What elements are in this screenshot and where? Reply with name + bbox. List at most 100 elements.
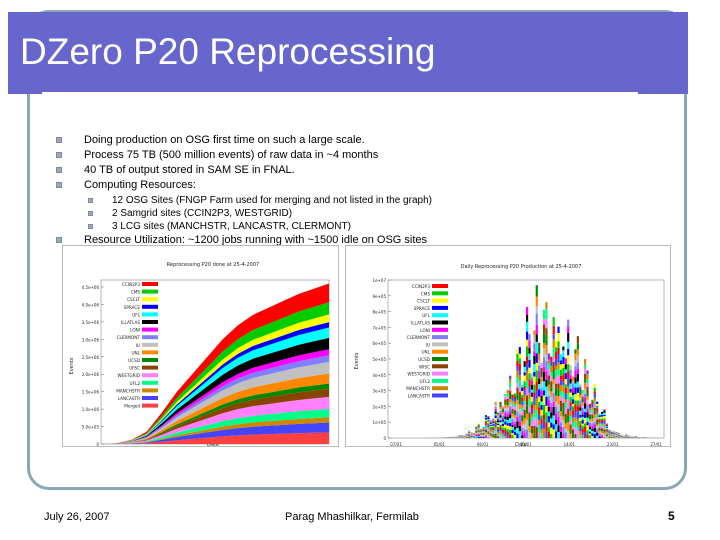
bar-segment	[579, 417, 582, 421]
bar-segment	[542, 371, 546, 382]
bar-segment	[600, 419, 604, 422]
bar-segment	[552, 361, 555, 371]
bar-segment	[571, 381, 575, 384]
bar-segment	[489, 435, 492, 437]
bar-segment	[593, 391, 596, 394]
bar-segment	[598, 432, 601, 434]
bar-segment	[535, 370, 538, 382]
bar-segment	[603, 412, 606, 415]
area-series-loni	[101, 349, 329, 444]
bar-segment	[528, 406, 531, 413]
bar-segment	[559, 385, 563, 392]
bar-segment	[588, 406, 592, 409]
bar-segment	[586, 421, 589, 426]
bar-segment	[581, 414, 584, 417]
bar-segment	[605, 431, 608, 433]
y-axis-label: Events	[69, 357, 75, 374]
bar-segment	[523, 409, 526, 416]
legend-label: MANCHSTR	[406, 386, 430, 391]
bar-segment	[477, 434, 480, 436]
bar-segment	[598, 426, 601, 428]
bar-segment	[584, 412, 587, 418]
bar-segment	[482, 435, 485, 436]
bar-segment	[574, 383, 577, 388]
bar-segment	[569, 378, 572, 384]
bar-segment	[482, 437, 485, 438]
bar-segment	[600, 418, 604, 420]
bar-segment	[533, 417, 536, 426]
bullet-icon	[56, 137, 62, 143]
slide-title: DZero P20 Reprocessing	[20, 31, 436, 72]
bar-segment	[530, 428, 534, 434]
bar-segment	[571, 406, 575, 411]
bar-segment	[533, 355, 536, 364]
bar-segment	[550, 406, 553, 413]
bar-segment	[506, 411, 509, 415]
bar-segment	[538, 407, 541, 415]
y-tick-label: 1e+07	[373, 278, 387, 283]
bar-segment	[596, 401, 599, 404]
bar-segment	[559, 422, 563, 427]
bar-segment	[521, 421, 524, 426]
bar-segment	[496, 429, 500, 432]
bar-segment	[492, 430, 495, 432]
bar-segment	[528, 334, 531, 341]
legend-swatch	[432, 305, 448, 310]
bar-segment	[482, 433, 485, 434]
legend-label: CCIN2P3	[412, 284, 430, 289]
bar-segment	[605, 436, 608, 438]
bar-segment	[545, 360, 548, 372]
bar-segment	[581, 402, 584, 406]
bar-segment	[584, 408, 587, 413]
bar-segment	[596, 431, 599, 433]
bar-segment	[513, 434, 517, 438]
bar-segment	[557, 389, 560, 397]
area-series-ufsc	[101, 388, 329, 444]
legend-label: IU	[426, 342, 430, 347]
bar-segment	[496, 434, 500, 437]
bar-segment	[480, 429, 483, 431]
bar-segment	[567, 364, 570, 372]
bar-segment	[593, 397, 596, 402]
legend-label: Merged	[124, 404, 140, 409]
bar-segment	[521, 397, 524, 402]
bar-segment	[579, 424, 582, 428]
bar-segment	[540, 415, 543, 420]
bar-segment	[518, 421, 521, 426]
bar-segment	[586, 383, 589, 387]
bar-segment	[603, 409, 606, 411]
x-tick-label: 23/01	[607, 442, 619, 447]
bar-segment	[487, 421, 490, 424]
bar-segment	[586, 386, 589, 393]
bar-segment	[521, 384, 524, 388]
bar-segment	[475, 431, 478, 433]
bar-segment	[603, 434, 606, 437]
bar-segment	[596, 403, 599, 406]
bar-segment	[521, 401, 524, 406]
area-series-unl	[101, 373, 329, 444]
bar-segment	[511, 402, 514, 406]
y-tick-label: 2e+05	[373, 404, 387, 409]
bar-segment	[567, 371, 570, 378]
bar-segment	[538, 389, 541, 397]
bar-segment	[506, 405, 509, 408]
bar-segment	[528, 426, 531, 433]
bar-segment	[506, 393, 509, 397]
bar-segment	[564, 408, 567, 414]
bar-segment	[605, 430, 608, 432]
bar-segment	[480, 432, 483, 434]
bar-segment	[547, 427, 550, 432]
bar-segment	[482, 427, 485, 429]
bar-segment	[547, 353, 550, 360]
bar-segment	[588, 433, 592, 436]
bar-segment	[598, 433, 601, 436]
bar-segment	[552, 348, 555, 357]
bar-segment	[571, 417, 575, 423]
y-tick-label: 4.5e+06	[82, 285, 100, 290]
bar-segment	[475, 426, 478, 428]
bar-segment	[489, 428, 492, 430]
bar-segment	[559, 391, 563, 396]
bar-segment	[579, 420, 582, 425]
bar-segment	[550, 427, 553, 434]
page-number: 5	[668, 509, 675, 523]
